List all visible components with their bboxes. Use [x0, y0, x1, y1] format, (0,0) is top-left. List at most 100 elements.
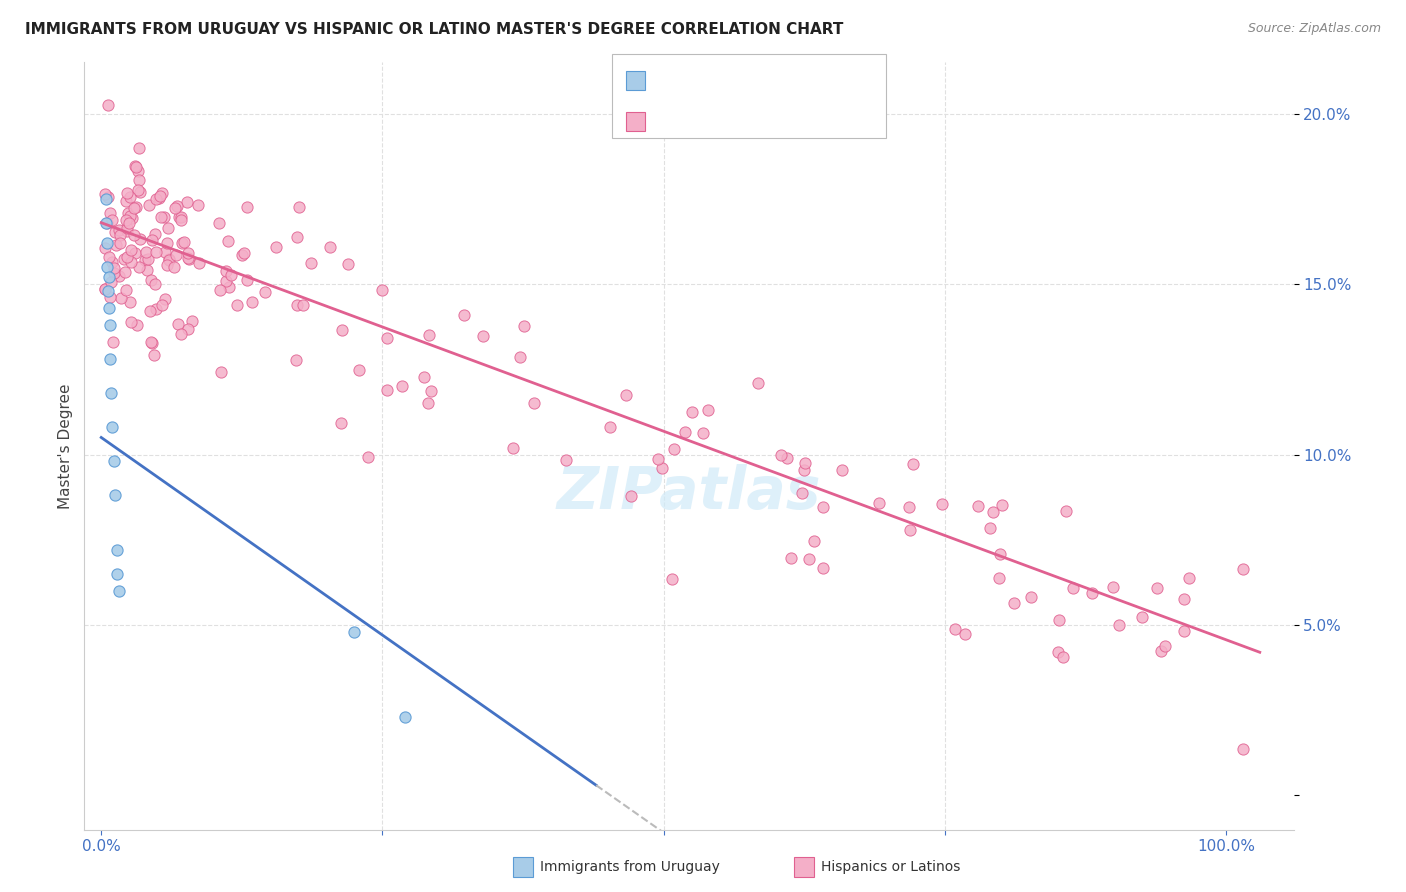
Point [1047, 613, 1070, 627]
Point [93, 282, 115, 296]
Point [103, 260, 125, 275]
Point [988, 571, 1011, 585]
Point [155, 292, 177, 306]
Point [139, 304, 162, 318]
Point [651, 461, 673, 475]
Point [797, 551, 820, 566]
Point [167, 317, 190, 331]
Point [104, 237, 127, 252]
Point [128, 141, 150, 155]
Point [156, 258, 179, 272]
Point [141, 234, 163, 248]
Point [121, 211, 143, 226]
Point [124, 159, 146, 173]
Point [148, 189, 170, 203]
Point [299, 256, 322, 270]
Point [793, 463, 815, 477]
Point [472, 329, 495, 343]
Point [170, 235, 193, 250]
Point [138, 198, 160, 212]
Point [330, 416, 353, 430]
Text: Source: ZipAtlas.com: Source: ZipAtlas.com [1247, 22, 1381, 36]
Point [122, 201, 145, 215]
Point [103, 266, 125, 280]
Point [620, 489, 643, 503]
Point [898, 500, 921, 514]
Point [1080, 586, 1102, 600]
Point [145, 244, 167, 259]
Point [114, 265, 136, 279]
Text: R = -0.877: R = -0.877 [654, 114, 735, 128]
Point [157, 252, 180, 266]
Point [1146, 581, 1168, 595]
Point [110, 291, 132, 305]
Point [868, 495, 890, 509]
Point [337, 257, 360, 271]
Point [236, 273, 259, 287]
Point [97, 190, 120, 204]
Point [187, 198, 209, 212]
Point [898, 523, 921, 537]
Point [128, 173, 150, 187]
Point [96, 236, 118, 251]
Point [509, 351, 531, 365]
Text: Hispanics or Latinos: Hispanics or Latinos [821, 860, 960, 874]
Point [233, 245, 256, 260]
Point [231, 248, 253, 262]
Text: 201: 201 [803, 114, 835, 128]
Point [991, 498, 1014, 512]
Point [177, 322, 200, 336]
Point [98, 270, 121, 285]
Point [170, 210, 193, 224]
Text: ZIPatlas: ZIPatlas [557, 464, 821, 521]
Point [93, 187, 115, 202]
Point [226, 298, 249, 312]
Point [343, 624, 366, 639]
Point [128, 232, 150, 246]
Point [149, 210, 172, 224]
Point [214, 263, 236, 277]
Point [988, 548, 1011, 562]
Point [145, 277, 167, 291]
Point [218, 279, 240, 293]
Point [101, 254, 124, 268]
Point [981, 505, 1004, 519]
Point [1052, 650, 1074, 665]
Point [94, 241, 117, 255]
Point [803, 533, 825, 548]
Point [523, 396, 546, 410]
Point [98, 206, 121, 220]
Point [681, 405, 703, 419]
Point [115, 224, 138, 238]
Point [1177, 571, 1199, 585]
Text: R = -0.415: R = -0.415 [654, 73, 735, 88]
Point [813, 561, 835, 575]
Point [163, 260, 186, 275]
Point [330, 323, 353, 337]
Point [152, 211, 174, 225]
Point [101, 334, 124, 349]
Point [770, 448, 793, 462]
Point [104, 225, 127, 239]
Point [413, 370, 436, 384]
Point [98, 352, 121, 367]
Point [319, 239, 342, 253]
Point [139, 273, 162, 287]
Point [1173, 592, 1195, 607]
Point [1232, 562, 1254, 576]
Point [776, 450, 799, 465]
Point [931, 497, 953, 511]
Point [128, 260, 150, 274]
Point [157, 253, 180, 268]
Point [129, 185, 152, 199]
Point [94, 216, 117, 230]
Point [165, 247, 187, 261]
Point [118, 216, 141, 230]
Point [124, 245, 146, 260]
Point [180, 314, 202, 328]
Point [221, 268, 243, 283]
Point [831, 463, 853, 477]
Point [790, 485, 813, 500]
Point [391, 379, 413, 393]
Point [794, 456, 817, 470]
